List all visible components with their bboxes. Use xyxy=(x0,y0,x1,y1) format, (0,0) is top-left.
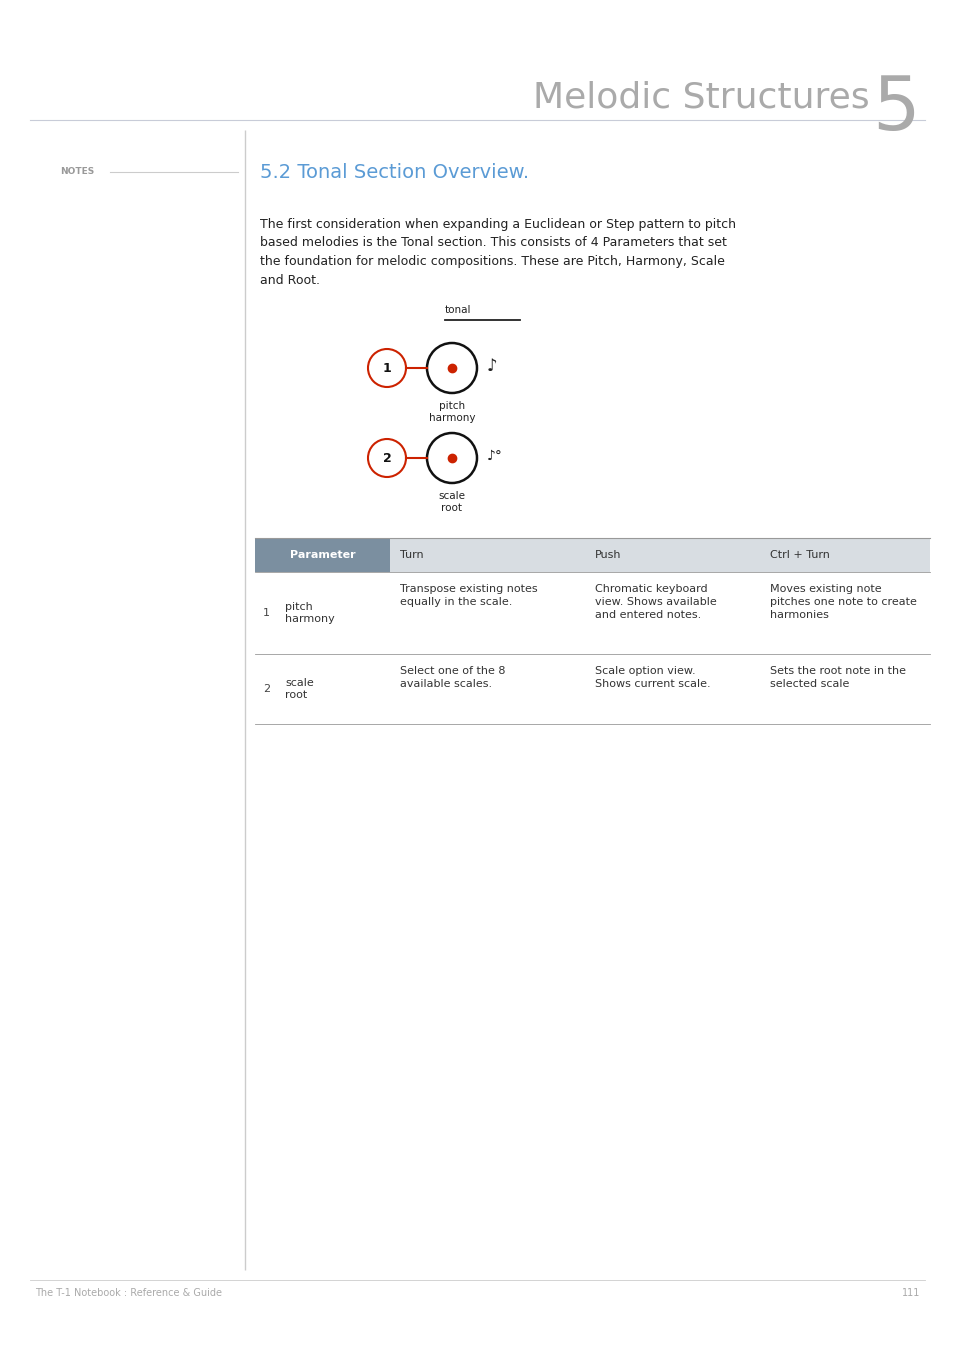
Text: Ctrl + Turn: Ctrl + Turn xyxy=(769,549,829,560)
Text: NOTES: NOTES xyxy=(60,167,94,177)
Text: scale
root: scale root xyxy=(285,678,314,701)
Text: Chromatic keyboard
view. Shows available
and entered notes.: Chromatic keyboard view. Shows available… xyxy=(595,585,716,621)
Text: Select one of the 8
available scales.: Select one of the 8 available scales. xyxy=(399,666,505,690)
Text: 1: 1 xyxy=(263,608,270,618)
Text: Sets the root note in the
selected scale: Sets the root note in the selected scale xyxy=(769,666,905,690)
Text: 2: 2 xyxy=(382,451,391,464)
Text: 5: 5 xyxy=(871,73,919,146)
Text: Transpose existing notes
equally in the scale.: Transpose existing notes equally in the … xyxy=(399,585,537,608)
Text: pitch
harmony: pitch harmony xyxy=(428,401,475,424)
Text: Parameter: Parameter xyxy=(290,549,355,560)
Text: pitch
harmony: pitch harmony xyxy=(285,602,335,624)
Text: 1: 1 xyxy=(382,362,391,374)
Text: ♪°: ♪° xyxy=(486,450,502,463)
Text: Push: Push xyxy=(595,549,620,560)
Text: Melodic Structures: Melodic Structures xyxy=(533,81,869,115)
Text: 5.2 Tonal Section Overview.: 5.2 Tonal Section Overview. xyxy=(260,162,529,181)
Text: The first consideration when expanding a Euclidean or Step pattern to pitch
base: The first consideration when expanding a… xyxy=(260,217,735,286)
FancyBboxPatch shape xyxy=(254,539,390,572)
Text: tonal: tonal xyxy=(444,305,471,315)
Text: 2: 2 xyxy=(263,684,270,694)
Text: Turn: Turn xyxy=(399,549,423,560)
Text: ♪: ♪ xyxy=(486,356,497,375)
Text: scale
root: scale root xyxy=(438,491,465,513)
FancyBboxPatch shape xyxy=(254,539,929,572)
Text: The T-1 Notebook : Reference & Guide: The T-1 Notebook : Reference & Guide xyxy=(35,1288,222,1297)
Text: 111: 111 xyxy=(901,1288,919,1297)
Text: Moves existing note
pitches one note to create
harmonies: Moves existing note pitches one note to … xyxy=(769,585,916,621)
Text: Scale option view.
Shows current scale.: Scale option view. Shows current scale. xyxy=(595,666,710,690)
